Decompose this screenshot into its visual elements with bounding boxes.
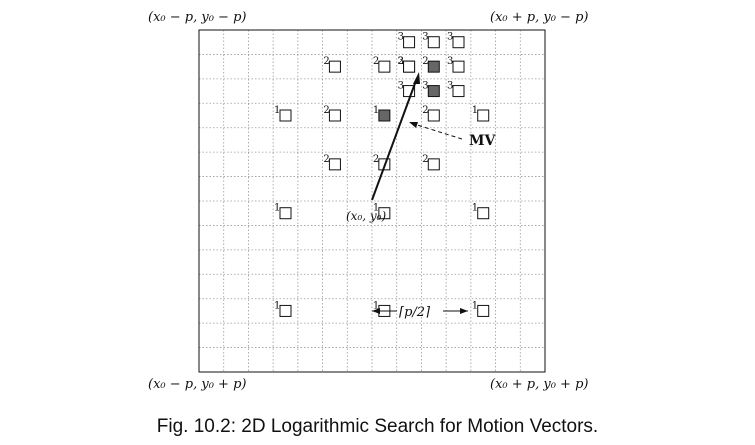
search-point-step-label: 1 — [373, 300, 379, 311]
search-point — [477, 109, 490, 122]
search-point-step-label: 3 — [447, 56, 453, 67]
search-point-step-label: 2 — [323, 154, 329, 165]
search-point-step-label: 3 — [398, 81, 404, 92]
search-point — [427, 60, 440, 73]
search-point — [452, 60, 465, 73]
search-point-step-label: 2 — [422, 154, 428, 165]
search-point — [403, 60, 416, 73]
search-window-border — [198, 29, 546, 373]
mv-leader-line — [413, 123, 463, 140]
mv-label: MV — [469, 133, 496, 149]
step-arrowhead-right — [460, 308, 468, 314]
figure-caption: Fig. 10.2: 2D Logarithmic Search for Mot… — [156, 416, 599, 437]
search-point-step-label: 1 — [472, 203, 478, 214]
search-point-step-label: 2 — [398, 56, 404, 67]
corner-label-top-right: (x₀ + p, y₀ − p) — [490, 10, 588, 25]
search-point-step-label: 1 — [472, 300, 478, 311]
mv-leader-arrowhead — [409, 122, 418, 128]
origin-label: (x₀, y₀) — [346, 209, 386, 223]
motion-vector-arrowhead — [413, 72, 420, 84]
search-point — [452, 85, 465, 98]
search-point-step-label: 3 — [422, 81, 428, 92]
search-point-step-label: 2 — [373, 56, 379, 67]
motion-vector-arrow — [371, 77, 418, 201]
search-point — [403, 85, 416, 98]
diagram: 11 1 11 11 1 12 22 22 2 22 23 3 33 33 3 3 MV (x₀, y₀) ⌈… — [148, 10, 588, 392]
search-point-step-label: 1 — [472, 105, 478, 116]
search-point — [378, 109, 391, 122]
search-point — [427, 158, 440, 171]
search-point — [279, 207, 292, 220]
search-point-step-label: 1 — [373, 203, 379, 214]
corner-label-bottom-left: (x₀ − p, y₀ + p) — [148, 377, 246, 392]
step-arrowhead-left — [372, 308, 380, 314]
search-point-step-label: 3 — [398, 56, 404, 67]
search-point-step-label: 3 — [422, 32, 428, 43]
search-point-step-label: 3 — [398, 32, 404, 43]
corner-label-top-left: (x₀ − p, y₀ − p) — [148, 10, 246, 25]
search-point — [378, 60, 391, 73]
search-point-step-label: 3 — [447, 81, 453, 92]
search-point — [378, 207, 391, 220]
search-point-step-label: 1 — [274, 300, 280, 311]
search-point-step-label: 2 — [323, 105, 329, 116]
corner-label-bottom-right: (x₀ + p, y₀ + p) — [490, 377, 588, 392]
search-point — [427, 85, 440, 98]
search-point — [477, 207, 490, 220]
search-point-step-label: 2 — [323, 56, 329, 67]
search-point-step-label: 1 — [373, 105, 379, 116]
search-point — [427, 109, 440, 122]
search-grid — [199, 30, 545, 372]
search-point-step-label: 2 — [422, 56, 428, 67]
search-point — [452, 36, 465, 49]
search-point-step-label: 3 — [447, 32, 453, 43]
search-point — [477, 304, 490, 317]
search-point — [403, 36, 416, 49]
search-point — [328, 60, 341, 73]
search-point — [328, 109, 341, 122]
search-point-step-label: 2 — [422, 105, 428, 116]
search-point — [279, 109, 292, 122]
search-point-step-label: 1 — [274, 105, 280, 116]
step-size-label: ⌈p/2⌉ — [399, 305, 431, 320]
search-point-step-label: 2 — [373, 154, 379, 165]
search-point-step-label: 1 — [274, 203, 280, 214]
search-point — [328, 158, 341, 171]
search-point — [427, 36, 440, 49]
search-point — [279, 304, 292, 317]
